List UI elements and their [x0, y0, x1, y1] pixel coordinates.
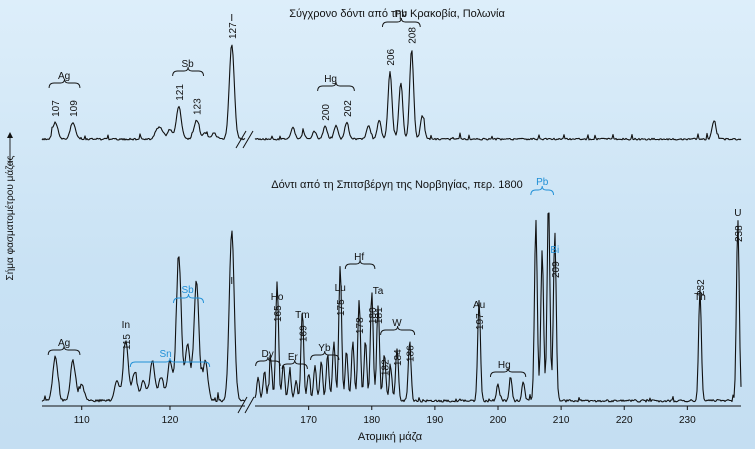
bottom-label-178: 178: [355, 317, 366, 334]
bottom-label-Ta-element: Ta: [373, 286, 384, 297]
bottom-label-Hf-group: Hf: [354, 252, 364, 263]
bottom-brace-dy: [255, 356, 281, 367]
top-axis-break-mark-1: [235, 130, 247, 149]
top-label-206: 206: [386, 48, 397, 65]
bottom-brace-sn: [129, 357, 211, 368]
bottom-spectrum-title: Δόντι από τη Σπιτσβέργη της Νορβηγίας, π…: [271, 179, 523, 191]
bottom-label-Hg-group: Hg: [498, 360, 511, 371]
top-axis-break-mark-2: [242, 130, 254, 149]
bottom-brace-hf: [344, 259, 376, 270]
bottom-label-Pb-group: Pb: [536, 177, 549, 188]
bottom-label-184: 184: [393, 349, 404, 366]
x-tick-label-180: 180: [363, 415, 380, 426]
x-tick-label-230: 230: [679, 415, 696, 426]
bottom-label-182: 182: [380, 359, 391, 376]
bottom-label-Sb-group: Sb: [182, 285, 195, 296]
bottom-label-Ho-element: Ho: [271, 292, 284, 303]
top-brace-sb: [172, 66, 204, 77]
top-label-127: 127: [228, 22, 239, 39]
top-label-Sb: Sb: [182, 59, 195, 70]
bottom-brace-pb: [530, 185, 554, 196]
bottom-brace-hg: [489, 367, 527, 378]
x-tick-label-220: 220: [616, 415, 633, 426]
top-label-200: 200: [321, 104, 332, 121]
x-axis-label: Ατομική μάζα: [358, 431, 423, 443]
x-tick-label-120: 120: [162, 415, 179, 426]
y-axis-label-group: Σήμα φασματομέτρου μάζας: [4, 132, 16, 280]
top-trace-segment-1: [41, 44, 246, 141]
bottom-label-238: 238: [734, 225, 745, 242]
bottom-label-232: 232: [696, 279, 707, 296]
top-label-208: 208: [408, 27, 419, 44]
bottom-label-169: 169: [298, 325, 309, 342]
bottom-trace-segment-1: [41, 230, 246, 403]
y-axis-arrow-head: [7, 132, 13, 138]
bottom-label-Yb-group: Yb: [318, 343, 331, 354]
bottom-label-Ag-group: Ag: [58, 338, 70, 349]
bottom-label-181: 181: [374, 307, 385, 324]
x-tick-label-210: 210: [553, 415, 570, 426]
top-label-123: 123: [192, 98, 203, 115]
top-label-Ag: Ag: [58, 71, 70, 82]
bottom-label-115: 115: [122, 334, 133, 350]
bottom-trace-segment-2: [254, 212, 742, 403]
y-axis-label: Σήμα φασματομέτρου μάζας: [4, 155, 16, 280]
top-brace-ag: [48, 78, 81, 89]
bottom-label-Th-element: Th: [694, 292, 706, 303]
bottom-label-Dy-group: Dy: [262, 349, 274, 360]
bottom-label-Au-element: Au: [473, 300, 485, 311]
bottom-brace-ag: [47, 345, 81, 356]
top-brace-hg: [317, 81, 355, 92]
bottom-brace-sb: [173, 293, 204, 304]
bottom-label-Bi-element: Bi: [550, 245, 559, 256]
bottom-axis-break-mark-1: [237, 396, 248, 414]
bottom-brace-yb: [310, 350, 340, 361]
bottom-label-197: 197: [475, 313, 486, 330]
bottom-label-In-element: In: [122, 320, 130, 331]
top-trace-segment-2: [254, 50, 742, 141]
top-label-109: 109: [69, 100, 80, 117]
bottom-label-209: 209: [551, 261, 562, 278]
bottom-spectrum: 110 120 170 180 190 200 210 220 230 Ag In 115 Sn Sb I D…: [41, 177, 745, 426]
x-tick-label-170: 170: [300, 415, 317, 426]
bottom-axis-break-mark-2: [244, 396, 255, 414]
bottom-label-U-element: U: [734, 208, 741, 219]
bottom-label-186: 186: [406, 345, 417, 362]
top-label-Pb: Pb: [395, 9, 408, 20]
x-tick-label-110: 110: [74, 415, 90, 426]
bottom-label-175: 175: [336, 299, 347, 316]
bottom-label-165: 165: [273, 305, 284, 322]
bottom-label-Sn-group: Sn: [159, 349, 171, 360]
bottom-label-Tm-element: Tm: [295, 310, 309, 321]
x-tick-label-200: 200: [490, 415, 507, 426]
bottom-label-Er-group: Er: [288, 352, 299, 363]
top-brace-pb: [381, 17, 421, 28]
bottom-brace-w: [380, 325, 416, 336]
bottom-brace-er: [281, 359, 308, 370]
top-spectrum-title: Σύγχρονο δόντι από την Κρακοβία, Πολωνία: [289, 8, 505, 20]
bottom-label-180: 180: [368, 307, 379, 324]
x-tick-label-190: 190: [427, 415, 444, 426]
top-label-I: I: [230, 13, 233, 24]
top-label-107: 107: [51, 100, 62, 117]
top-label-202: 202: [343, 100, 354, 117]
bottom-label-W-group: W: [392, 318, 402, 329]
bottom-label-I-element: I: [230, 276, 233, 287]
top-label-Hg: Hg: [324, 74, 337, 85]
bottom-label-Lu-element: Lu: [335, 283, 346, 294]
top-label-121: 121: [175, 84, 186, 101]
